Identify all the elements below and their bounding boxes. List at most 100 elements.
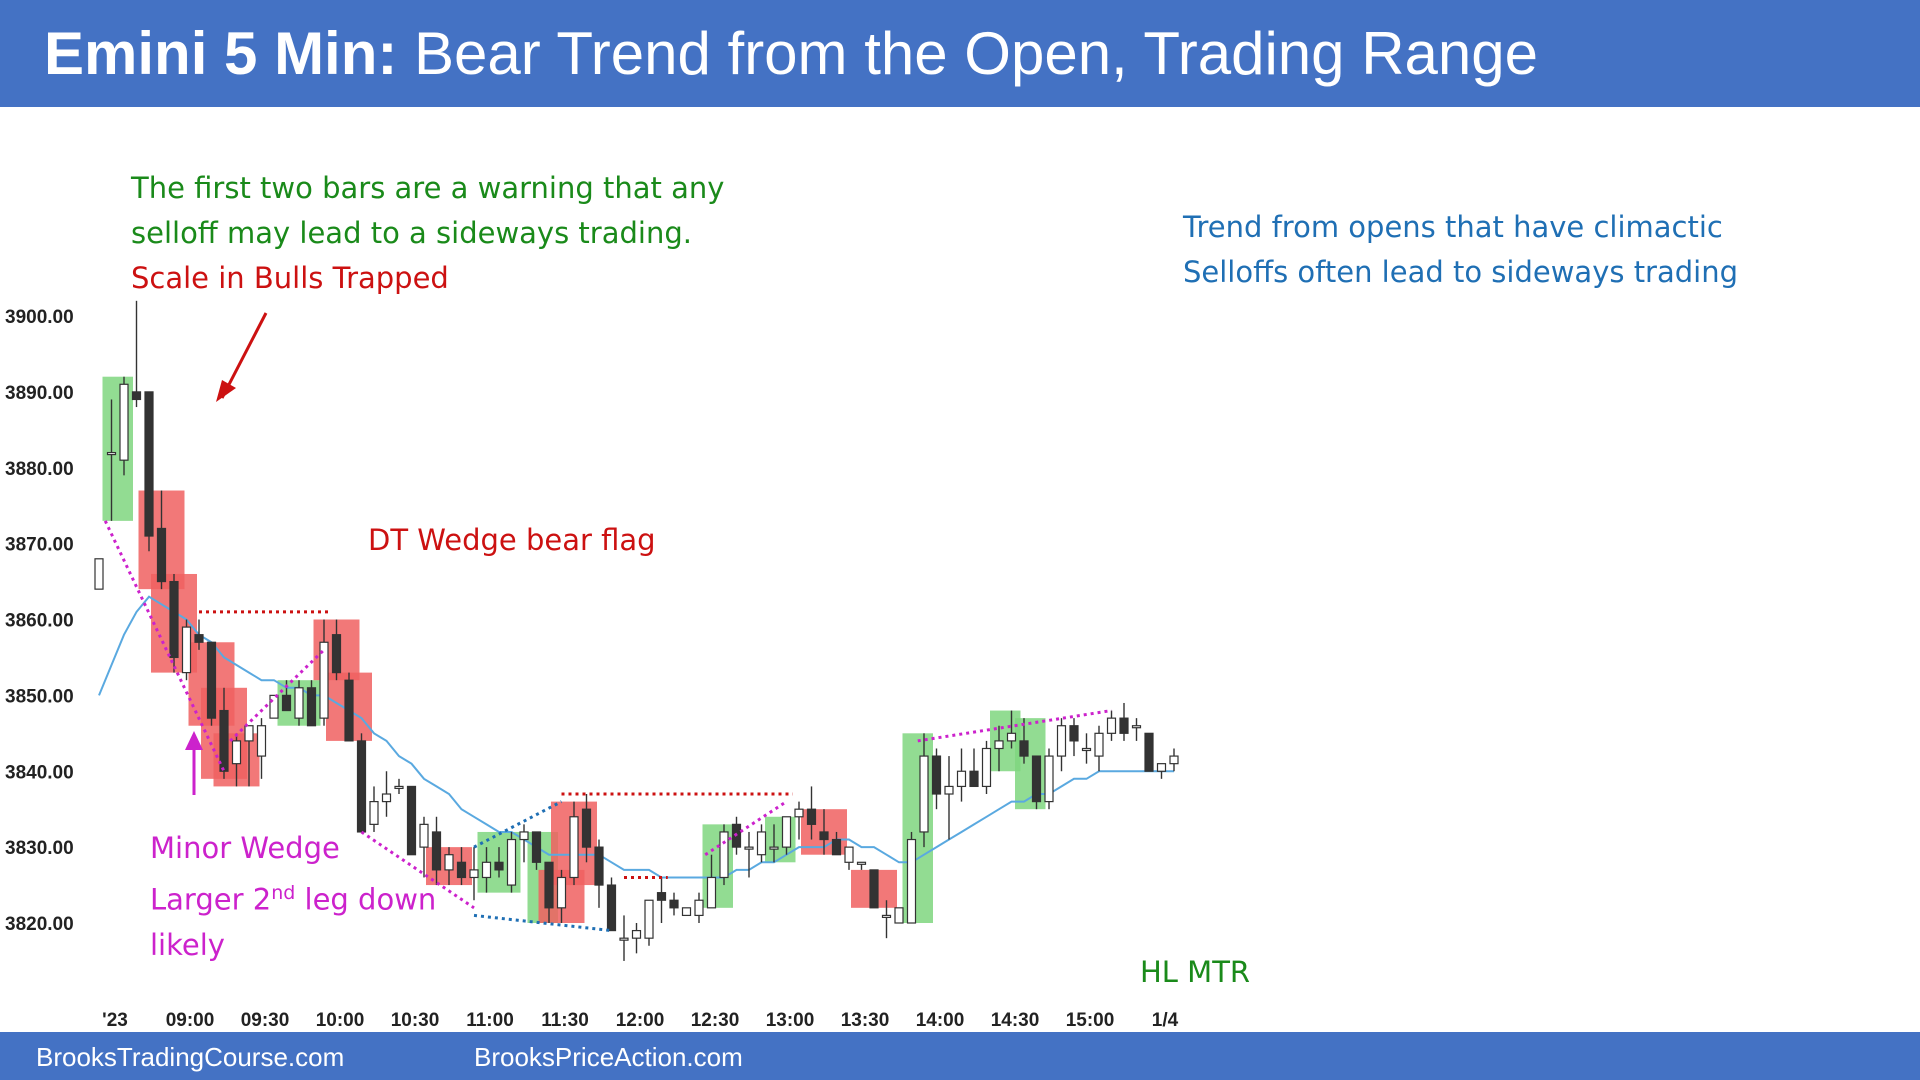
bear-candle — [1031, 755, 1042, 803]
ema-layer — [98, 595, 1174, 879]
bear-candle — [219, 709, 229, 772]
magenta-dotted-line — [360, 830, 475, 910]
bear-candle — [169, 580, 179, 659]
bull-candle — [394, 785, 404, 790]
annotation-likely: likely — [150, 927, 225, 962]
bull-candle — [769, 846, 779, 850]
bear-candle — [544, 861, 554, 909]
bull-candle — [419, 823, 429, 848]
bull-candle — [856, 861, 867, 865]
bull-candle — [1056, 725, 1067, 757]
bull-candle — [894, 907, 904, 924]
magenta-dotted-line — [229, 648, 326, 742]
bull-candle — [469, 869, 479, 879]
y-tick-label: 3870.00 — [5, 535, 74, 556]
magenta-dotted-line — [704, 800, 788, 856]
x-axis: '23 09:00 09:30 10:00 10:30 11:00 11:30 12:00 12… — [102, 1010, 1178, 1031]
x-tick-label: 12:30 — [691, 1010, 740, 1031]
annotation-warning-line1: The first two bars are a warning that an… — [131, 171, 725, 205]
y-tick-label: 3860.00 — [5, 611, 74, 632]
bull-candle — [1081, 747, 1092, 752]
footer-link-course[interactable]: BrooksTradingCourse.com — [36, 1042, 345, 1072]
bull-candle — [994, 740, 1004, 750]
bull-candle — [706, 876, 717, 909]
bear-candle — [669, 899, 679, 909]
bear-candle — [806, 808, 817, 825]
candles-layer — [94, 300, 1179, 961]
bear-candle — [456, 861, 467, 879]
bull-candle — [269, 694, 279, 719]
trendline-layer — [103, 520, 1112, 933]
bear-candle — [356, 740, 367, 833]
bull-candle — [94, 558, 104, 590]
x-tick-label: 15:00 — [1066, 1010, 1115, 1031]
annotation-trend-line2: Selloffs often lead to sideways trading — [1183, 255, 1739, 289]
x-tick-label: 1/4 — [1152, 1010, 1179, 1031]
bear-candle — [831, 838, 842, 856]
x-tick-label: 14:00 — [916, 1010, 965, 1031]
bear-candle — [331, 634, 342, 674]
bear-candle — [131, 391, 142, 401]
bear-candle — [206, 641, 217, 719]
magenta-arrowhead-icon — [185, 731, 203, 750]
x-tick-label: 09:00 — [166, 1010, 215, 1031]
bear-candle — [819, 831, 829, 841]
blue-dotted-line — [473, 913, 612, 933]
footer-banner — [0, 1032, 1920, 1080]
bull-candle — [631, 929, 642, 939]
footer-link-price-action[interactable]: BrooksPriceAction.com — [474, 1042, 743, 1072]
y-tick-label: 3880.00 — [5, 459, 74, 480]
bear-candle — [194, 634, 204, 643]
bull-candle — [119, 383, 129, 461]
bear-candle — [1119, 717, 1129, 734]
bull-candle — [556, 876, 567, 909]
bear-candle — [931, 755, 942, 795]
x-tick-label: 09:30 — [241, 1010, 290, 1031]
page-title: Emini 5 Min: Bear Trend from the Open, T… — [44, 14, 1538, 94]
bull-candle — [781, 816, 792, 848]
x-tick-label: 10:30 — [391, 1010, 440, 1031]
candlestick-chart: 3820.00 3830.00 3840.00 3850.00 3860.00 3870.… — [5, 300, 1179, 1031]
y-tick-label: 3820.00 — [5, 914, 74, 935]
bull-candle — [1106, 717, 1117, 734]
bull-candle — [444, 854, 454, 871]
annotation-minor-wedge: Minor Wedge Larger 2nd leg down likely — [150, 826, 436, 968]
bull-candle — [1131, 725, 1142, 729]
magenta-dotted-line — [917, 709, 1112, 743]
bear-candle — [156, 527, 167, 583]
bull-candle — [844, 846, 854, 863]
bull-candle — [381, 793, 392, 803]
bear-candle — [1144, 732, 1154, 772]
bear-candle — [969, 770, 979, 788]
bear-candle — [306, 687, 317, 727]
annotation-trend: Trend from opens that have climactic Sel… — [1183, 205, 1738, 295]
bull-candle — [481, 861, 492, 879]
bull-candle — [1169, 755, 1179, 765]
bull-candle — [519, 831, 529, 841]
bull-candle — [756, 831, 767, 856]
x-tick-label: 12:00 — [616, 1010, 665, 1031]
x-tick-label: 11:00 — [466, 1010, 514, 1031]
bull-candle — [231, 740, 242, 765]
bull-candle — [906, 838, 917, 924]
annotation-warning-line2: selloff may lead to a sideways trading. — [131, 216, 692, 250]
bull-candle — [319, 641, 329, 719]
bull-candle — [294, 687, 304, 719]
bear-candle — [281, 694, 292, 712]
bull-candle — [1156, 763, 1167, 772]
bear-candle — [606, 884, 617, 932]
bull-candle — [1094, 732, 1104, 757]
title-banner — [0, 0, 1920, 107]
larger-leg-pre: Larger 2 — [150, 882, 272, 917]
bull-candle — [881, 914, 892, 919]
larger-leg-post: leg down — [295, 882, 437, 917]
bull-candle — [794, 808, 804, 818]
larger-leg-sup: nd — [271, 882, 296, 904]
title-rest: Bear Trend from the Open, Trading Range — [397, 20, 1539, 87]
bear-candle — [869, 869, 879, 909]
annotation-warning: The first two bars are a warning that an… — [131, 166, 724, 301]
bull-candle — [694, 899, 704, 917]
bear-candle — [406, 785, 417, 856]
x-tick-label: 14:30 — [991, 1010, 1040, 1031]
y-tick-label: 3850.00 — [5, 686, 74, 707]
